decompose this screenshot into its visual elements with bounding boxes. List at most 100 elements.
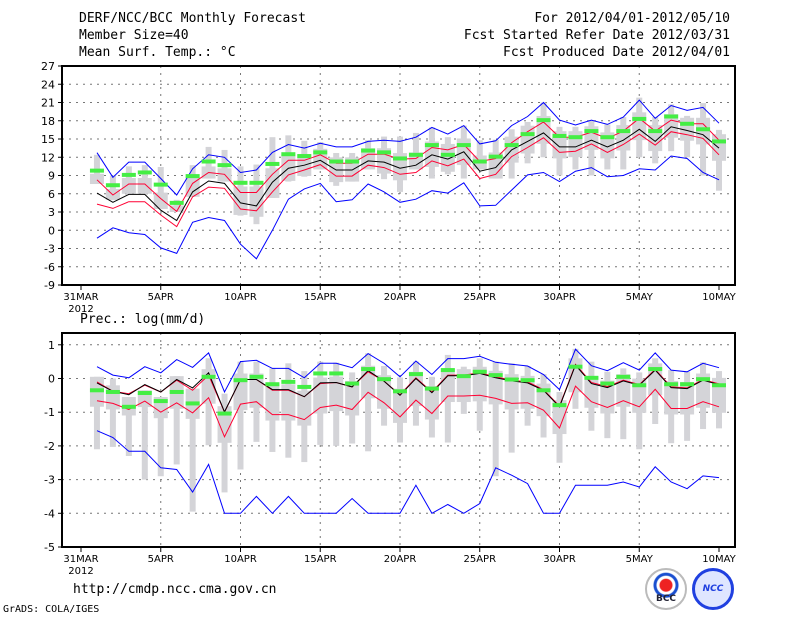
observed-mark [664,114,679,119]
member-size: Member Size=40 [79,28,189,43]
x-tick-year: 2012 [68,304,93,315]
observed-mark [568,135,583,140]
observed-mark [297,154,312,159]
x-tick-label: 10APR [224,292,257,303]
ensemble-mean-line [96,364,720,414]
range-box [169,205,184,212]
range-box [297,390,312,426]
x-tick-label: 15APR [304,292,337,303]
ensemble-mean-line [96,126,720,222]
panel-title: Prec.: log(mm/d) [80,312,205,327]
observed-mark [600,381,615,386]
range-whisker [269,137,276,199]
observed-mark [217,163,232,168]
y-tick-label: 18 [41,115,55,128]
observed-mark [536,118,551,123]
x-tick-label: 5APR [148,292,174,303]
observed-mark [297,384,312,389]
observed-mark [121,404,136,409]
range-whisker [492,361,499,477]
range-box [265,168,280,198]
observed-mark [201,374,216,379]
min-line [96,430,720,515]
observed-mark [536,388,551,393]
observed-mark [632,116,647,121]
observed-mark [568,364,583,369]
x-tick-label: 10MAY [702,554,736,565]
max-line [96,348,720,394]
range-box [568,131,583,158]
range-whisker [109,175,116,200]
y-tick-label: -9 [44,279,55,292]
y-tick-label: 3 [48,206,55,219]
lower-spread-line [96,385,720,439]
observed-mark [584,129,599,134]
y-tick-label: -4 [44,507,55,520]
y-tick-label: 24 [41,78,55,91]
observed-mark [217,411,232,416]
observed-mark [408,372,423,377]
range-box [393,388,407,423]
y-tick-label: 21 [41,97,55,110]
range-box [137,178,152,194]
x-tick-year: 2012 [68,566,93,577]
plot-frame [61,332,736,548]
range-box [361,148,376,170]
header-right: For 2012/04/01-2012/05/10 Fcst Started R… [464,10,730,61]
observed-mark [520,132,535,137]
x-tick-label: 5MAY [626,554,654,565]
range-whisker [141,390,148,480]
y-tick-label: 1 [48,339,55,352]
observed-mark [281,152,296,157]
header-left: DERF/NCC/BCC Monthly Forecast Member Siz… [79,10,306,61]
observed-mark [233,180,248,185]
observed-mark [616,129,631,134]
observed-mark [552,133,567,138]
observed-mark [169,389,184,394]
observed-mark [137,170,152,175]
observed-mark [616,374,631,379]
observed-mark [345,381,360,386]
x-tick-label: 5APR [148,554,174,565]
ncc-logo-text: NCC [702,584,724,594]
range-box [233,373,248,411]
x-tick-label: 15APR [304,554,337,565]
range-box [440,369,455,403]
range-box [664,114,679,138]
range-box [249,186,264,217]
grads-credit: GrADS: COLA/IGES [3,604,100,615]
range-box [488,370,503,405]
observed-mark [456,374,471,379]
y-tick-label: -3 [44,243,55,256]
observed-mark [265,382,280,387]
observed-mark [89,388,104,393]
observed-mark [488,154,503,159]
range-box [520,125,535,154]
range-whisker [157,166,164,209]
observed-mark [89,168,104,173]
observed-mark [648,129,663,134]
range-box [281,384,296,421]
min-line [96,155,720,260]
observed-mark [313,371,328,376]
observed-mark [281,379,296,384]
y-tick-label: 27 [41,60,55,73]
observed-mark [456,143,471,148]
observed-mark [472,159,487,164]
x-tick-label: 31MAR [63,554,98,565]
observed-mark [137,390,152,395]
observed-mark [361,367,376,372]
range-whisker [189,388,196,512]
observed-mark [201,159,216,164]
observed-mark [105,183,120,188]
y-tick-label: 6 [48,188,55,201]
observed-mark [712,383,726,388]
ncc-logo: NCC [692,568,734,610]
range-whisker [109,378,116,447]
range-whisker [125,397,132,457]
observed-mark [169,200,184,205]
observed-mark [329,159,344,164]
source-url[interactable]: http://cmdp.ncc.cma.gov.cn [73,582,277,597]
